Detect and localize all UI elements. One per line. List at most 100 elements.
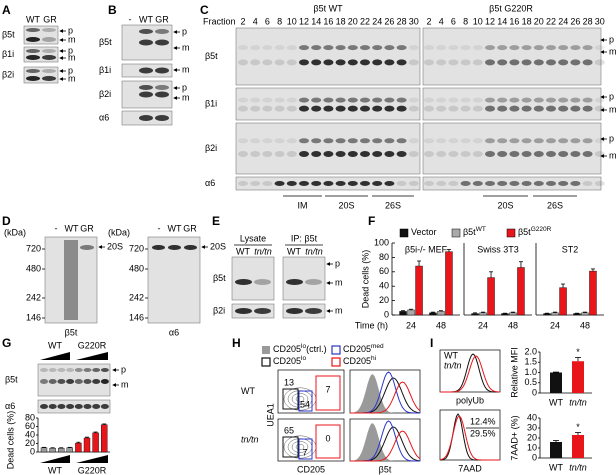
band bbox=[372, 181, 383, 186]
blot bbox=[282, 303, 326, 319]
text-part: CD205 bbox=[343, 356, 371, 366]
dose-triangle bbox=[76, 455, 108, 463]
band bbox=[497, 45, 508, 51]
band bbox=[238, 45, 248, 51]
band bbox=[384, 151, 395, 158]
band bbox=[274, 151, 285, 158]
lane-label: - bbox=[158, 223, 161, 233]
band bbox=[57, 404, 66, 409]
row-label: β5t bbox=[2, 29, 15, 39]
band bbox=[594, 45, 605, 51]
gate-value: 13 bbox=[284, 377, 294, 387]
band bbox=[485, 105, 495, 112]
band bbox=[42, 55, 56, 60]
fraction-number: 4 bbox=[253, 16, 258, 26]
band bbox=[485, 151, 495, 158]
lane-label: WT bbox=[48, 465, 62, 475]
band bbox=[184, 245, 197, 250]
complex-label: 20S bbox=[497, 200, 513, 210]
error-bar bbox=[85, 436, 89, 438]
marker-label: 720 bbox=[129, 243, 144, 253]
band bbox=[250, 45, 261, 51]
band bbox=[533, 151, 544, 158]
y-tick-label: 60 bbox=[379, 266, 389, 276]
error-bar bbox=[409, 308, 414, 310]
band bbox=[558, 59, 569, 66]
lane-label: GR bbox=[43, 14, 57, 24]
band bbox=[286, 181, 297, 186]
band bbox=[396, 138, 407, 144]
row-label: β2i bbox=[213, 305, 225, 315]
band bbox=[509, 97, 520, 103]
error-bar bbox=[553, 440, 559, 442]
error-bar bbox=[102, 423, 107, 425]
band bbox=[509, 45, 520, 51]
band bbox=[155, 91, 169, 98]
band bbox=[42, 37, 56, 42]
bar bbox=[58, 447, 65, 453]
row-label: WT bbox=[241, 386, 255, 396]
error-bar bbox=[417, 260, 422, 267]
error-bar bbox=[430, 311, 435, 313]
band bbox=[360, 105, 370, 112]
panel-letter: A bbox=[2, 3, 11, 17]
band bbox=[347, 97, 358, 103]
band bbox=[509, 138, 520, 144]
legend-label: CD205hi bbox=[343, 355, 376, 366]
y-tick-label: 60 bbox=[25, 421, 35, 431]
band bbox=[42, 49, 56, 53]
band bbox=[139, 91, 153, 98]
band bbox=[286, 45, 297, 51]
band bbox=[335, 151, 346, 158]
contour bbox=[295, 443, 305, 451]
band bbox=[100, 368, 109, 372]
bar bbox=[399, 311, 407, 316]
superscript: WT bbox=[476, 226, 486, 233]
band bbox=[424, 97, 434, 103]
fraction-number: 8 bbox=[463, 16, 468, 26]
band bbox=[570, 97, 581, 103]
superscript: G220R bbox=[531, 226, 552, 233]
band bbox=[546, 45, 556, 51]
complex-label: 20S bbox=[338, 200, 354, 210]
blot-title: β5t WT bbox=[313, 3, 343, 13]
band bbox=[460, 105, 471, 112]
band bbox=[570, 151, 581, 158]
histogram bbox=[350, 423, 420, 461]
band-label: 20S bbox=[107, 241, 123, 251]
blot bbox=[231, 256, 275, 301]
complex-label: 26S bbox=[547, 200, 563, 210]
bar bbox=[501, 313, 509, 316]
band bbox=[521, 138, 532, 144]
lane-label: WT bbox=[48, 340, 62, 350]
band bbox=[497, 59, 508, 66]
band bbox=[582, 151, 593, 158]
blot-title: β5t G220R bbox=[489, 3, 533, 13]
band bbox=[396, 105, 407, 112]
fraction-number: 2 bbox=[426, 16, 431, 26]
band bbox=[250, 59, 261, 66]
x-tick-label: tn/tn bbox=[569, 397, 587, 407]
band bbox=[139, 67, 153, 74]
y-tick-label: 40 bbox=[527, 412, 537, 422]
lane-label: WT bbox=[236, 246, 250, 256]
band bbox=[472, 138, 483, 144]
y-tick-label: 0 bbox=[532, 452, 537, 462]
band bbox=[448, 151, 459, 158]
band bbox=[26, 55, 40, 60]
bar bbox=[559, 287, 567, 316]
band bbox=[460, 45, 471, 51]
y-tick-label: 30 bbox=[527, 422, 537, 432]
band bbox=[40, 368, 48, 372]
x-axis-title: Time (h) bbox=[355, 320, 388, 330]
band bbox=[335, 105, 346, 112]
bar bbox=[543, 313, 551, 316]
band bbox=[533, 105, 544, 112]
band bbox=[570, 181, 581, 186]
band-label: m bbox=[68, 52, 76, 62]
band bbox=[594, 181, 605, 186]
fraction-number: 22 bbox=[546, 16, 556, 26]
row-label: α6 bbox=[5, 401, 15, 411]
band bbox=[299, 138, 309, 144]
contour bbox=[291, 441, 309, 453]
